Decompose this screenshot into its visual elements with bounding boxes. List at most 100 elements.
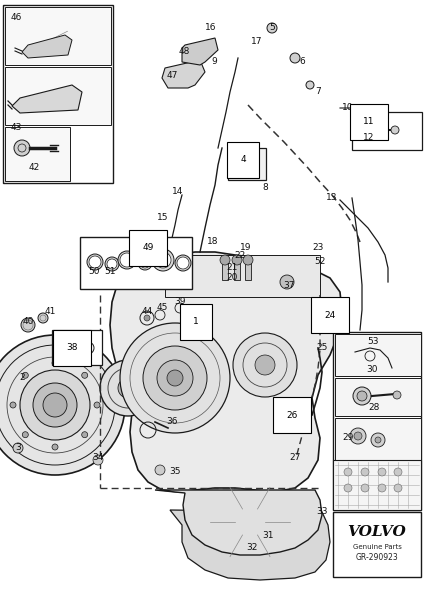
Circle shape — [220, 255, 230, 265]
Circle shape — [267, 23, 277, 33]
Circle shape — [120, 253, 134, 267]
Text: 3: 3 — [15, 444, 21, 453]
Bar — [234, 258, 240, 280]
Text: 17: 17 — [251, 37, 263, 46]
Text: 20: 20 — [226, 273, 238, 282]
Text: 7: 7 — [315, 88, 321, 97]
Text: 38: 38 — [66, 344, 78, 353]
Circle shape — [105, 257, 119, 271]
Circle shape — [94, 402, 100, 408]
Circle shape — [100, 360, 156, 416]
Circle shape — [21, 318, 35, 332]
Circle shape — [233, 333, 297, 397]
Polygon shape — [162, 60, 205, 88]
Text: 32: 32 — [246, 543, 258, 552]
Circle shape — [107, 259, 117, 269]
Circle shape — [364, 124, 376, 136]
Circle shape — [93, 455, 103, 465]
Circle shape — [378, 484, 386, 492]
Text: 23: 23 — [312, 243, 324, 252]
Bar — [3, 5, 113, 183]
Circle shape — [157, 360, 193, 396]
Circle shape — [33, 383, 77, 427]
Circle shape — [20, 370, 90, 440]
Text: 53: 53 — [367, 338, 379, 347]
Circle shape — [167, 370, 183, 386]
Circle shape — [353, 387, 371, 405]
Text: 5: 5 — [269, 23, 275, 32]
Circle shape — [280, 275, 294, 289]
Text: 29: 29 — [342, 433, 354, 442]
Text: 24: 24 — [324, 311, 336, 320]
Circle shape — [361, 468, 369, 476]
Circle shape — [391, 126, 399, 134]
Text: 39: 39 — [174, 297, 186, 307]
Text: GR-290923: GR-290923 — [356, 554, 398, 563]
Bar — [222, 258, 228, 280]
Text: 4: 4 — [240, 156, 246, 165]
PathPatch shape — [110, 252, 342, 492]
Text: 34: 34 — [92, 454, 104, 463]
Bar — [335, 378, 421, 416]
Circle shape — [344, 468, 352, 476]
Text: 31: 31 — [262, 531, 274, 540]
Circle shape — [232, 255, 242, 265]
Circle shape — [155, 465, 165, 475]
Text: 11: 11 — [363, 118, 375, 126]
Text: 47: 47 — [166, 70, 178, 79]
Bar — [335, 418, 421, 460]
Text: 28: 28 — [368, 403, 380, 412]
Text: 43: 43 — [10, 123, 22, 132]
Bar — [165, 255, 320, 297]
Text: 8: 8 — [262, 183, 268, 192]
Text: 15: 15 — [157, 213, 169, 222]
Circle shape — [138, 256, 152, 270]
Circle shape — [118, 378, 138, 398]
Circle shape — [354, 432, 362, 440]
Text: 48: 48 — [178, 47, 190, 56]
Bar — [245, 258, 251, 280]
Text: 33: 33 — [316, 507, 328, 516]
Polygon shape — [22, 35, 72, 58]
Bar — [5, 67, 111, 125]
Circle shape — [140, 258, 150, 268]
Text: 12: 12 — [363, 133, 375, 142]
Circle shape — [378, 468, 386, 476]
Polygon shape — [182, 38, 218, 65]
Text: 42: 42 — [28, 163, 40, 172]
Text: 1: 1 — [193, 317, 199, 326]
Circle shape — [361, 484, 369, 492]
Circle shape — [177, 257, 189, 269]
Bar — [5, 7, 111, 65]
Text: 37: 37 — [283, 281, 295, 290]
Text: 35: 35 — [169, 468, 181, 477]
Circle shape — [14, 140, 30, 156]
Circle shape — [120, 323, 230, 433]
Circle shape — [243, 255, 253, 265]
Text: 51: 51 — [104, 267, 116, 276]
Circle shape — [155, 252, 171, 268]
Circle shape — [394, 468, 402, 476]
Text: 50: 50 — [88, 267, 100, 276]
Text: 30: 30 — [366, 365, 378, 374]
Circle shape — [152, 249, 174, 271]
Bar — [352, 112, 422, 150]
Text: 52: 52 — [314, 257, 326, 266]
Circle shape — [10, 402, 16, 408]
Bar — [52, 330, 102, 365]
Text: 46: 46 — [10, 13, 22, 22]
Bar — [333, 460, 421, 510]
Circle shape — [22, 432, 28, 438]
Circle shape — [306, 81, 314, 89]
Circle shape — [87, 254, 103, 270]
Text: 19: 19 — [240, 243, 252, 252]
Circle shape — [175, 255, 191, 271]
Text: 18: 18 — [207, 237, 219, 246]
Bar — [5, 127, 70, 181]
Text: 41: 41 — [44, 308, 56, 317]
Text: 40: 40 — [22, 317, 34, 326]
Text: 45: 45 — [156, 304, 168, 313]
Text: Genuine Parts: Genuine Parts — [353, 544, 402, 550]
Circle shape — [52, 360, 58, 366]
Circle shape — [371, 433, 385, 447]
